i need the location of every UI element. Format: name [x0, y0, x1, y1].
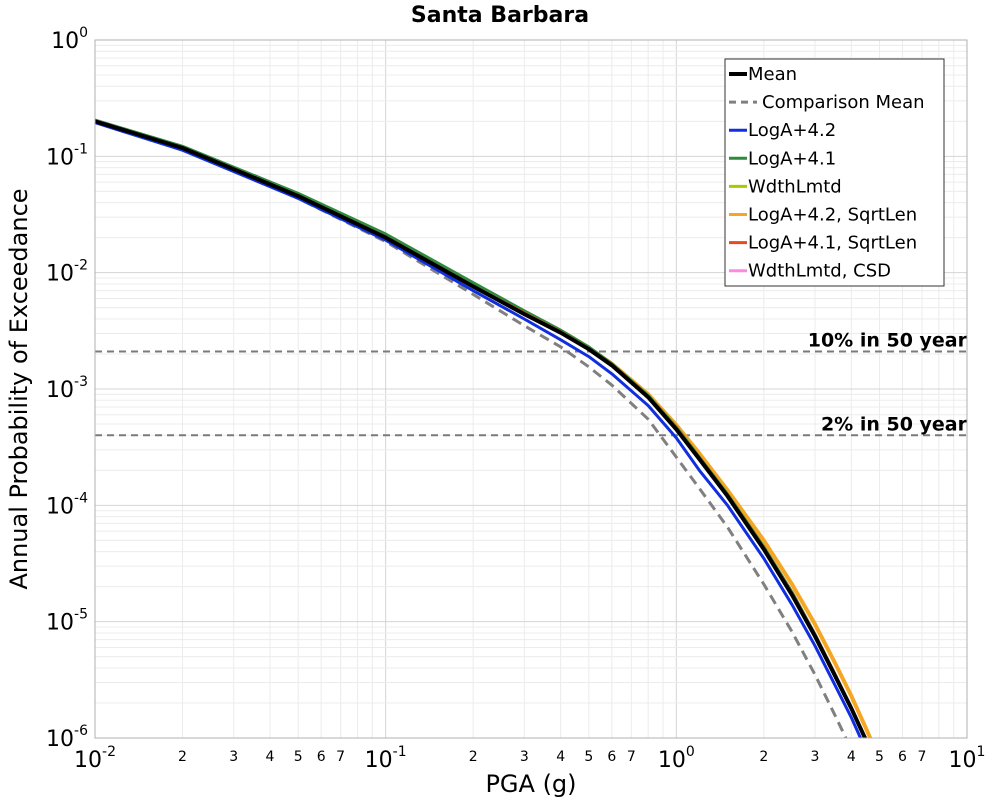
series-lines: [95, 118, 873, 738]
chart-title: Santa Barbara: [411, 3, 589, 28]
legend-item: Mean: [729, 64, 797, 85]
legend-item: WdthLmtd, CSD: [729, 261, 891, 282]
plot-frame: [94, 39, 968, 739]
x-minor-tick-label: 2: [178, 749, 187, 765]
x-tick-label: 101: [949, 744, 986, 773]
x-minor-tick-label: 4: [556, 749, 565, 765]
x-minor-tick-label: 6: [607, 749, 616, 765]
x-minor-tick-label: 4: [266, 749, 275, 765]
y-tick-label: 10-5: [46, 607, 88, 636]
y-axis-label: Annual Probability of Exceedance: [5, 188, 33, 589]
x-minor-tick-label: 5: [294, 749, 303, 765]
legend-label: Comparison Mean: [762, 92, 925, 113]
x-minor-tick-label: 4: [847, 749, 856, 765]
y-tick-label: 100: [51, 25, 88, 54]
legend-label: Mean: [748, 64, 797, 85]
x-tick-label: 100: [658, 744, 695, 773]
series-line: [95, 118, 848, 738]
legend-label: LogA+4.1: [748, 148, 836, 169]
legend-label: WdthLmtd: [748, 176, 842, 197]
legend-label: LogA+4.1, SqrtLen: [748, 233, 917, 254]
y-tick-label: 10-1: [46, 141, 88, 170]
x-minor-tick-label: 2: [759, 749, 768, 765]
x-tick-label: 10-1: [365, 744, 407, 773]
y-tick-label: 10-4: [46, 490, 88, 519]
x-minor-tick-label: 6: [317, 749, 326, 765]
legend-item: LogA+4.2: [729, 120, 836, 141]
series-line: [95, 119, 868, 738]
legend-label: LogA+4.2: [748, 120, 836, 141]
x-minor-tick-label: 7: [918, 749, 927, 765]
legend-item: Comparison Mean: [729, 92, 925, 113]
series-line: [95, 121, 863, 738]
reference-line-label: 10% in 50 year: [808, 330, 968, 352]
y-tick-label: 10-2: [46, 258, 88, 287]
reference-lines: 10% in 50 year 2% in 50 year: [95, 330, 968, 437]
reference-line-label: 2% in 50 year: [821, 413, 968, 435]
legend-item: LogA+4.1: [729, 148, 836, 169]
legend-item: LogA+4.2, SqrtLen: [729, 205, 917, 226]
x-minor-tick-label: 3: [520, 749, 529, 765]
x-tick-label: 10-2: [74, 744, 116, 773]
x-minor-tick-label: 7: [627, 749, 636, 765]
x-minor-tick-label: 3: [229, 749, 238, 765]
x-minor-tick-label: 2: [469, 749, 478, 765]
x-minor-tick-label: 5: [875, 749, 884, 765]
legend-label: WdthLmtd, CSD: [748, 261, 891, 282]
legend-item: LogA+4.1, SqrtLen: [729, 233, 917, 254]
y-tick-label: 10-3: [46, 374, 88, 403]
x-minor-tick-label: 3: [811, 749, 820, 765]
legend-label: LogA+4.2, SqrtLen: [748, 205, 917, 226]
x-minor-tick-label: 5: [584, 749, 593, 765]
x-axis-label: PGA (g): [485, 770, 576, 798]
x-minor-tick-label: 6: [898, 749, 907, 765]
y-axis-ticks: 100 10-1 10-2 10-3 10-4 10-5 10-6: [46, 25, 88, 752]
y-tick-label: 10-6: [46, 723, 88, 752]
legend-item: WdthLmtd: [729, 176, 842, 197]
legend: Mean Comparison Mean LogA+4.2 LogA+4.1 WdthL…: [724, 58, 945, 287]
x-minor-tick-label: 7: [336, 749, 345, 765]
legend-box: [724, 58, 945, 287]
